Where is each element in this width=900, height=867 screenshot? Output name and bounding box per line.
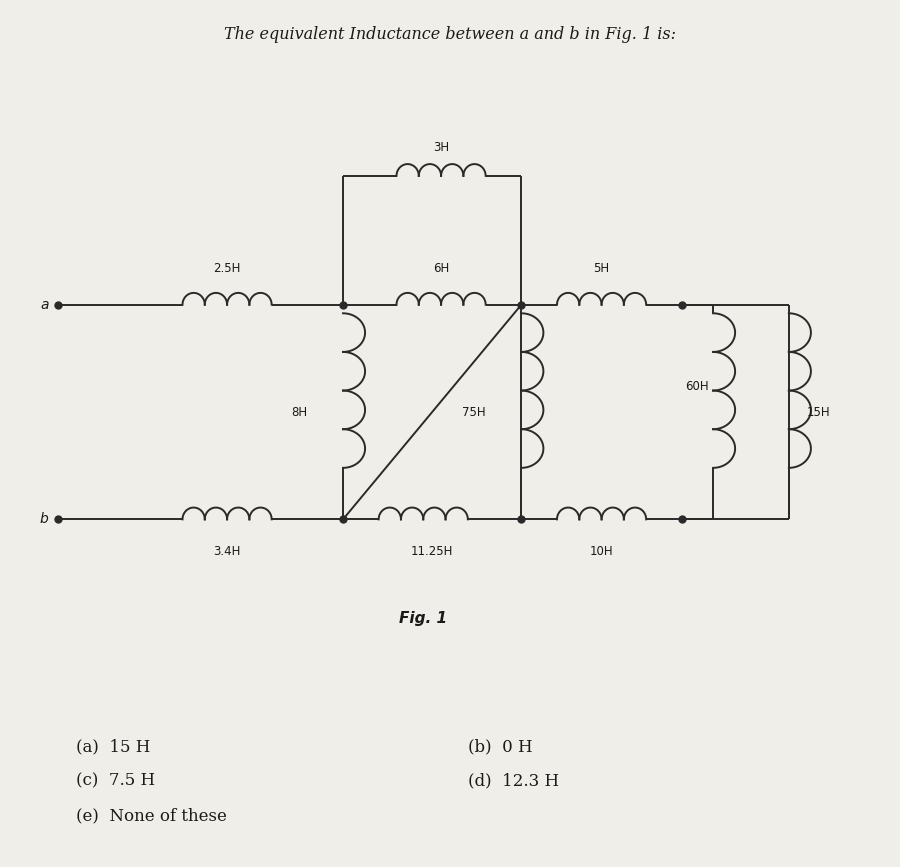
Text: (d)  12.3 H: (d) 12.3 H	[468, 772, 559, 790]
Text: Fig. 1: Fig. 1	[400, 610, 447, 626]
Text: (a)  15 H: (a) 15 H	[76, 739, 150, 755]
Text: 10H: 10H	[590, 545, 614, 558]
Text: 15H: 15H	[806, 406, 831, 419]
Text: 60H: 60H	[685, 380, 708, 393]
Text: (e)  None of these: (e) None of these	[76, 807, 227, 825]
Text: 3H: 3H	[433, 141, 449, 154]
Text: The equivalent Inductance between a and b in Fig. 1 is:: The equivalent Inductance between a and …	[224, 26, 676, 42]
Text: 2.5H: 2.5H	[213, 262, 241, 275]
Text: 8H: 8H	[292, 406, 307, 419]
Text: 5H: 5H	[593, 262, 609, 275]
Text: 11.25H: 11.25H	[411, 545, 454, 558]
Text: (b)  0 H: (b) 0 H	[468, 739, 533, 755]
Text: b: b	[40, 512, 49, 526]
Text: (c)  7.5 H: (c) 7.5 H	[76, 772, 155, 790]
Text: a: a	[40, 297, 49, 312]
Text: 6H: 6H	[433, 262, 449, 275]
Text: 3.4H: 3.4H	[213, 545, 241, 558]
Text: 75H: 75H	[462, 406, 486, 419]
